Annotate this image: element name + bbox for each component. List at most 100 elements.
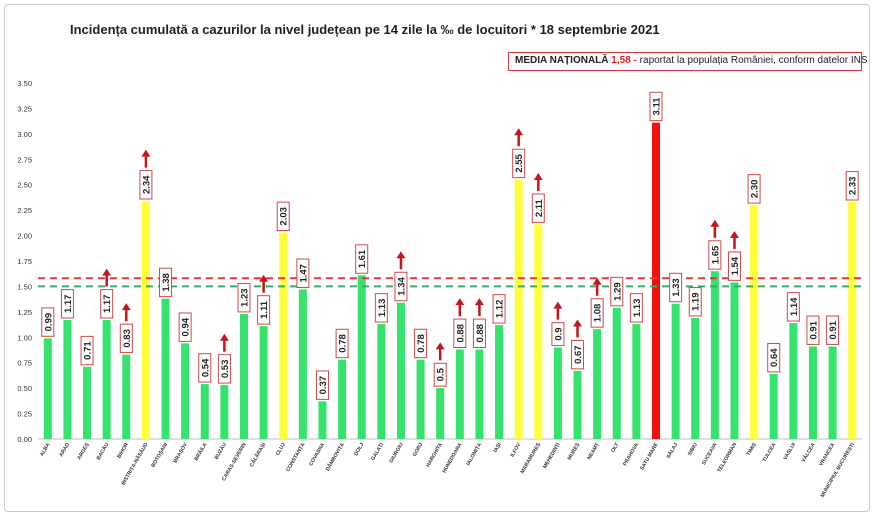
data-label-box — [355, 244, 369, 274]
data-label-box — [551, 322, 565, 346]
data-label: 1.38 — [161, 273, 172, 292]
data-label: 0.71 — [83, 341, 94, 360]
data-label: 1.54 — [730, 256, 741, 275]
data-label-box — [100, 289, 114, 319]
y-tick-label: 1.75 — [17, 257, 32, 266]
data-label-box — [217, 354, 231, 384]
bar — [396, 302, 405, 439]
data-label: 0.99 — [43, 313, 54, 332]
bar — [102, 319, 111, 439]
category-label: CĂLĂRAȘI — [248, 441, 268, 468]
category-label: ARGEȘ — [76, 442, 91, 461]
bar — [495, 325, 504, 439]
data-label: 0.83 — [122, 329, 133, 348]
bar — [573, 370, 582, 439]
data-label: 0.91 — [828, 320, 839, 339]
bar — [220, 385, 229, 439]
y-tick-label: 1.00 — [17, 333, 32, 342]
bar — [141, 200, 150, 439]
data-label-box — [786, 292, 800, 322]
bar — [455, 349, 464, 439]
data-label-box — [315, 370, 329, 400]
up-arrow-head-icon — [141, 149, 151, 157]
bar — [279, 232, 288, 439]
bar — [338, 359, 347, 439]
category-label: HARGHITA — [425, 442, 444, 469]
bar — [416, 359, 425, 439]
data-label: 0.53 — [220, 360, 231, 379]
up-arrow-head-icon — [573, 319, 583, 327]
data-label-box — [708, 240, 722, 270]
up-arrow-head-icon — [455, 298, 465, 306]
bar — [671, 303, 680, 439]
category-label: SATU MARE — [639, 442, 660, 472]
category-label: MUNICIPIUL BUCUREȘTI — [820, 442, 856, 499]
bar — [789, 323, 798, 439]
up-arrow-head-icon — [219, 333, 229, 341]
data-label-box — [590, 298, 604, 328]
y-tick-label: 0.75 — [17, 359, 32, 368]
up-arrow-head-icon — [592, 277, 602, 285]
national-average-label: MEDIA NAȚIONALĂ — [515, 55, 609, 66]
bar — [200, 384, 209, 439]
category-label: VÂLCEA — [800, 441, 817, 463]
bar — [377, 324, 386, 439]
category-label: SUCEAVA — [701, 442, 719, 467]
y-tick-label: 3.50 — [17, 79, 32, 88]
data-label-box — [512, 148, 526, 179]
category-label: BRAȘOV — [173, 442, 190, 465]
data-label-box — [610, 276, 624, 307]
data-label-box — [119, 323, 133, 354]
category-label: NEAMȚ — [586, 441, 601, 461]
category-label: MEHEDINȚI — [542, 442, 562, 470]
y-tick-label: 2.75 — [17, 155, 32, 164]
data-label: 1.29 — [612, 282, 623, 301]
data-label: 0.64 — [769, 348, 780, 367]
up-arrow-head-icon — [474, 298, 484, 306]
category-label: COVASNA — [308, 442, 326, 467]
data-label-box — [649, 91, 663, 122]
data-label: 1.13 — [632, 299, 643, 318]
data-label-box — [571, 339, 585, 370]
bar — [553, 347, 562, 439]
y-tick-label: 1.50 — [17, 282, 32, 291]
data-label: 0.78 — [338, 334, 349, 353]
chart-title: Incidența cumulată a cazurilor la nivel … — [70, 22, 660, 37]
data-label-box — [747, 174, 761, 204]
data-label: 0.78 — [416, 334, 427, 353]
bar — [612, 307, 621, 439]
data-label: 1.14 — [789, 297, 800, 316]
data-label: 0.9 — [553, 327, 564, 340]
data-label: 0.94 — [181, 317, 192, 336]
data-label: 1.17 — [63, 295, 74, 314]
data-label-box — [276, 201, 290, 232]
data-label: 3.11 — [652, 97, 663, 116]
bar — [298, 289, 307, 439]
data-label-box — [139, 170, 153, 200]
data-label-box — [41, 307, 55, 337]
data-label-box — [414, 328, 428, 359]
data-label: 1.17 — [102, 295, 113, 314]
data-label: 2.11 — [534, 198, 545, 217]
bar — [730, 282, 739, 439]
data-label: 2.03 — [279, 207, 290, 226]
category-label: MUREȘ — [567, 442, 582, 462]
data-label-box — [767, 343, 781, 373]
data-label-box — [688, 287, 702, 317]
data-label: 0.37 — [318, 376, 329, 395]
category-label: ALBA — [39, 442, 52, 458]
data-label-box — [394, 271, 408, 302]
y-tick-label: 3.00 — [17, 130, 32, 139]
national-average-dash: - — [633, 55, 637, 66]
up-arrow-head-icon — [514, 128, 524, 136]
category-label: VRANCEA — [818, 442, 836, 467]
y-tick-label: 2.00 — [17, 232, 32, 241]
data-label: 2.34 — [141, 175, 152, 194]
data-label-box — [629, 293, 643, 323]
up-arrow-head-icon — [729, 230, 739, 238]
bar — [750, 205, 759, 439]
data-label-box — [159, 267, 173, 298]
category-label: IALOMIȚA — [465, 442, 483, 467]
national-average-legend: MEDIA NAȚIONALĂ 1,58 - raportat la popul… — [508, 52, 868, 71]
category-label: GORJ — [412, 442, 425, 458]
